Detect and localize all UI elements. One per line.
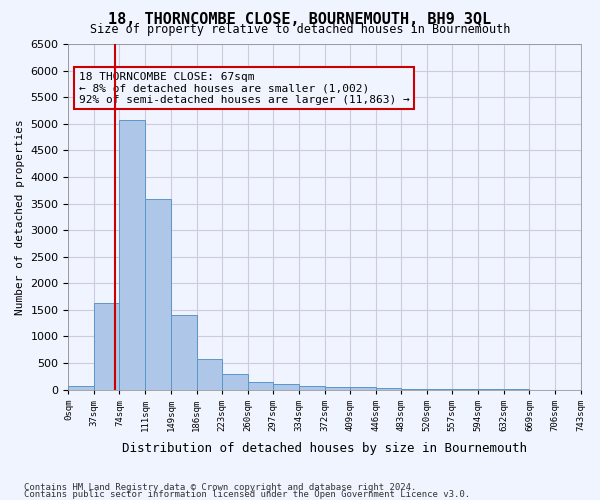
Bar [376, 388, 401, 390]
Bar [119, 120, 145, 390]
Bar [325, 386, 350, 390]
Bar [427, 389, 452, 390]
Y-axis label: Number of detached properties: Number of detached properties [15, 119, 25, 314]
Bar [401, 389, 427, 390]
Bar [273, 384, 299, 390]
Bar [68, 386, 94, 390]
Bar [299, 386, 325, 390]
Bar [171, 315, 197, 390]
Text: 18 THORNCOMBE CLOSE: 67sqm
← 8% of detached houses are smaller (1,002)
92% of se: 18 THORNCOMBE CLOSE: 67sqm ← 8% of detac… [79, 72, 409, 105]
Text: Size of property relative to detached houses in Bournemouth: Size of property relative to detached ho… [90, 22, 510, 36]
Bar [145, 200, 171, 390]
Text: Contains public sector information licensed under the Open Government Licence v3: Contains public sector information licen… [24, 490, 470, 499]
Bar [197, 359, 222, 390]
Bar [248, 382, 273, 390]
X-axis label: Distribution of detached houses by size in Bournemouth: Distribution of detached houses by size … [122, 442, 527, 455]
Bar [350, 386, 376, 390]
Text: 18, THORNCOMBE CLOSE, BOURNEMOUTH, BH9 3QL: 18, THORNCOMBE CLOSE, BOURNEMOUTH, BH9 3… [109, 12, 491, 28]
Text: Contains HM Land Registry data © Crown copyright and database right 2024.: Contains HM Land Registry data © Crown c… [24, 484, 416, 492]
Bar [222, 374, 248, 390]
Bar [94, 303, 119, 390]
